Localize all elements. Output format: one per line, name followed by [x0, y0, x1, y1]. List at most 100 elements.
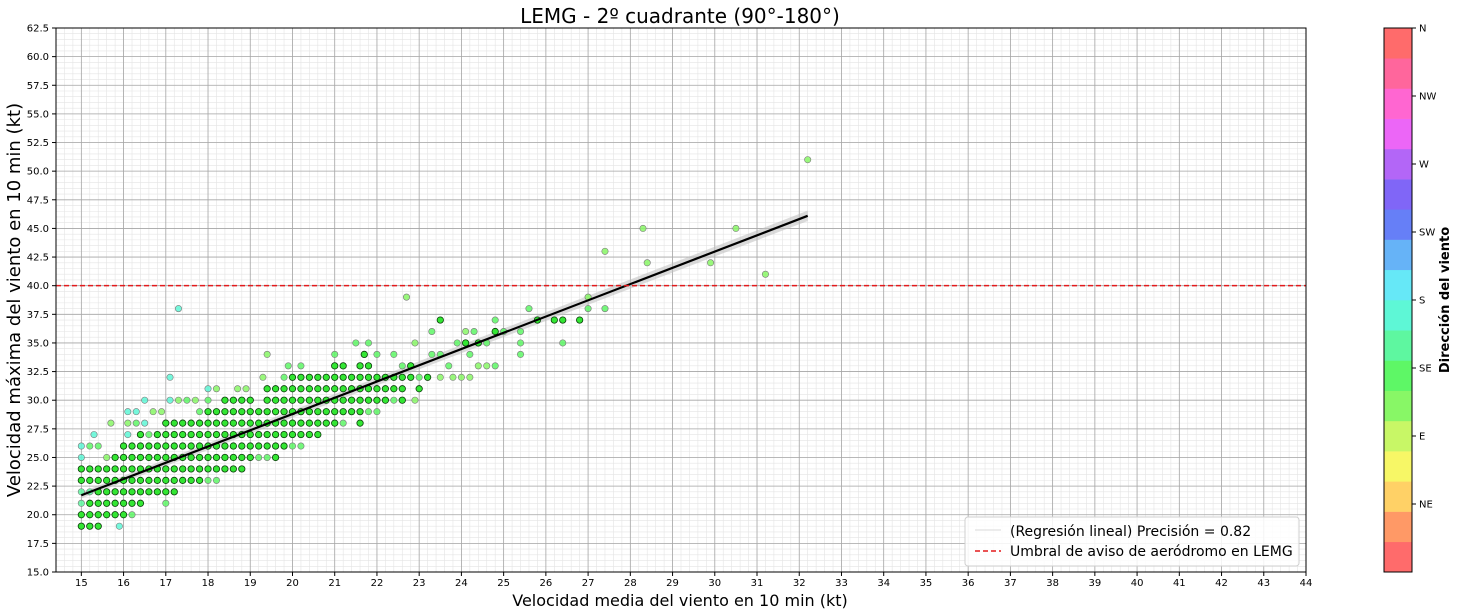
- scatter-point: [153, 488, 161, 496]
- scatter-point: [124, 419, 132, 427]
- scatter-point: [170, 419, 178, 427]
- scatter-point: [204, 419, 212, 427]
- scatter-point: [331, 350, 339, 358]
- scatter-point: [280, 373, 288, 381]
- scatter-point: [103, 511, 111, 519]
- scatter-point: [246, 408, 254, 416]
- scatter-point: [195, 430, 204, 439]
- x-tick-label: 33: [835, 578, 848, 589]
- colorbar-band: [1384, 451, 1412, 482]
- colorbar-band: [1384, 28, 1412, 59]
- scatter-point: [153, 476, 161, 484]
- scatter-point: [170, 476, 178, 484]
- colorbar-tick-label: SW: [1419, 228, 1435, 239]
- scatter-point: [94, 442, 102, 450]
- scatter-point: [415, 385, 423, 393]
- scatter-point: [111, 511, 119, 519]
- scatter-point: [280, 442, 288, 450]
- scatter-point: [191, 396, 199, 404]
- colorbar-band: [1384, 420, 1412, 452]
- scatter-point: [221, 465, 229, 473]
- scatter-point: [128, 465, 136, 473]
- scatter-point: [128, 453, 136, 462]
- scatter-point: [212, 419, 221, 427]
- scatter-point: [339, 373, 347, 381]
- scatter-point: [322, 408, 330, 416]
- scatter-point: [305, 419, 313, 427]
- scatter-point: [263, 453, 271, 461]
- x-tick-label: 20: [286, 578, 299, 589]
- legend-regression-label: (Regresión lineal) Precisión = 0.82: [1010, 524, 1251, 540]
- x-tick-label: 40: [1131, 578, 1144, 589]
- scatter-point: [804, 156, 812, 164]
- scatter-point: [234, 385, 242, 393]
- scatter-point: [166, 396, 174, 404]
- lines-layer: [56, 214, 1306, 497]
- scatter-point: [288, 385, 297, 393]
- scatter-point: [356, 419, 364, 427]
- scatter-point: [162, 453, 170, 462]
- scatter-point: [280, 385, 288, 393]
- scatter-point: [136, 476, 145, 484]
- scatter-point: [364, 396, 373, 404]
- scatter-point: [162, 499, 170, 507]
- scatter-point: [162, 419, 170, 427]
- scatter-point: [221, 419, 229, 427]
- scatter-point: [86, 465, 94, 473]
- y-tick-label: 40.0: [27, 281, 49, 292]
- scatter-point: [284, 362, 292, 370]
- scatter-point: [491, 362, 499, 370]
- scatter-point: [94, 499, 102, 507]
- scatter-point: [204, 476, 212, 484]
- scatter-point: [136, 430, 145, 439]
- scatter-point: [263, 396, 271, 404]
- x-tick-label: 29: [666, 578, 679, 589]
- y-tick-label: 45.0: [27, 224, 49, 235]
- scatter-point: [103, 453, 111, 461]
- scatter-point: [707, 259, 715, 267]
- x-tick-label: 35: [920, 578, 933, 589]
- scatter-point: [136, 442, 145, 450]
- scatter-point: [212, 408, 221, 416]
- scatter-point: [153, 453, 161, 462]
- scatter-point: [86, 522, 94, 530]
- scatter-point: [195, 465, 204, 473]
- y-tick-label: 60.0: [27, 52, 49, 63]
- scatter-point: [86, 476, 94, 484]
- scatter-point: [246, 430, 254, 439]
- scatter-point: [246, 453, 254, 462]
- scatter-point: [297, 430, 305, 439]
- scatter-point: [77, 465, 85, 473]
- scatter-point: [491, 316, 499, 324]
- scatter-point: [94, 476, 102, 484]
- scatter-point: [94, 511, 102, 519]
- scatter-point: [238, 442, 246, 450]
- x-tick-label: 37: [1004, 578, 1017, 589]
- colorbar-label: Dirección del viento: [1438, 227, 1453, 373]
- scatter-point: [212, 465, 221, 473]
- scatter-point: [288, 373, 297, 381]
- scatter-point: [339, 419, 347, 427]
- scatter-point: [77, 511, 85, 519]
- y-tick-label: 27.5: [27, 424, 49, 435]
- y-axis-label: Velocidad máxima del viento en 10 min (k…: [4, 103, 25, 497]
- scatter-point: [305, 373, 313, 381]
- scatter-point: [103, 488, 111, 496]
- scatter-point: [238, 465, 246, 473]
- scatter-point: [86, 511, 94, 519]
- y-tick-label: 55.0: [27, 109, 49, 120]
- colorbar-band: [1384, 118, 1412, 150]
- scatter-point: [77, 476, 85, 484]
- scatter-point: [170, 430, 178, 439]
- scatter-point: [196, 408, 204, 416]
- scatter-point: [403, 293, 411, 301]
- scatter-point: [221, 453, 229, 462]
- scatter-point: [390, 396, 398, 404]
- scatter-point: [136, 488, 145, 496]
- scatter-point: [187, 453, 195, 462]
- scatter-point: [373, 385, 381, 393]
- scatter-point: [187, 430, 195, 439]
- scatter-point: [288, 419, 297, 427]
- scatter-point: [187, 476, 195, 484]
